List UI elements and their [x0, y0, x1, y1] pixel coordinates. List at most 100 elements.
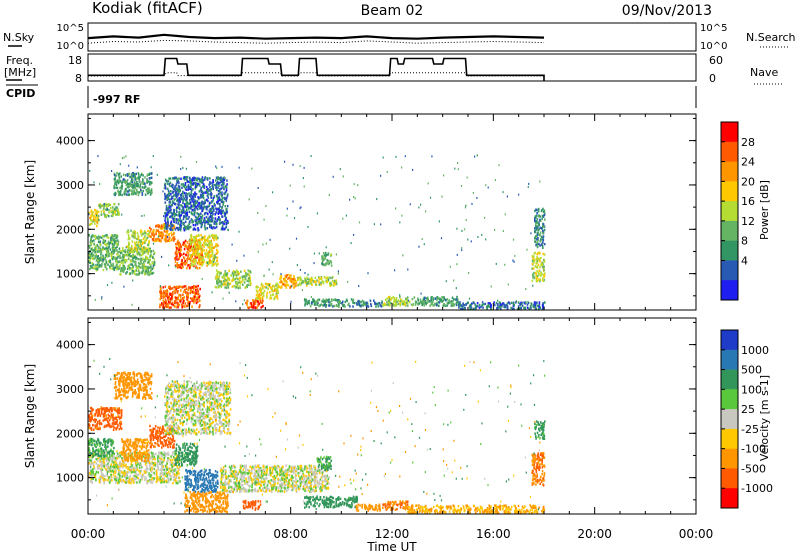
power-cell	[218, 184, 220, 187]
power-cell	[310, 279, 312, 283]
power-cell	[276, 286, 279, 289]
power-cell	[121, 267, 124, 271]
power-cell	[263, 218, 265, 221]
power-cell	[402, 302, 404, 306]
power-cell	[225, 209, 228, 213]
power-cell	[168, 211, 171, 214]
power-cell	[470, 305, 472, 308]
velocity-cell	[115, 477, 117, 481]
power-cell	[541, 266, 544, 269]
power-cell	[166, 296, 169, 299]
power-cell	[203, 245, 205, 248]
power-cell	[197, 249, 199, 252]
velocity-cell	[176, 472, 178, 476]
power-cell	[181, 259, 183, 262]
power-cell	[289, 286, 291, 289]
power-cell	[98, 219, 100, 221]
power-cell	[132, 256, 134, 260]
power-cell	[110, 236, 113, 239]
power-cell	[114, 240, 116, 244]
power-cell	[170, 223, 173, 226]
power-cell	[170, 197, 173, 200]
power-cell	[444, 304, 446, 307]
power-cell	[221, 283, 223, 286]
power-cell	[137, 273, 140, 276]
velocity-cell	[108, 410, 111, 413]
power-cell	[165, 292, 168, 295]
power-cell	[339, 300, 341, 304]
power-cell	[218, 286, 220, 289]
power-cell	[206, 190, 209, 193]
velocity-cell	[113, 426, 115, 429]
power-cell	[137, 191, 139, 194]
velocity-cell	[88, 462, 91, 465]
power-cell	[222, 203, 224, 206]
power-cell	[543, 265, 545, 268]
power-cell	[293, 276, 295, 279]
power-cell	[405, 301, 408, 305]
power-cell	[262, 287, 264, 290]
power-cell	[92, 220, 94, 223]
power-cell	[292, 200, 294, 203]
power-cell	[99, 264, 102, 267]
power-cell	[147, 273, 149, 276]
power-cell	[199, 196, 202, 199]
power-cell	[193, 301, 195, 304]
power-cell	[177, 180, 179, 183]
power-cell	[173, 201, 175, 205]
power-cell	[260, 293, 262, 296]
power-cell	[186, 193, 189, 196]
power-cell	[125, 272, 127, 275]
power-cell	[170, 220, 173, 223]
power-cell	[188, 210, 191, 213]
power-cell	[537, 210, 540, 213]
power-cell	[211, 210, 214, 213]
power-cell	[139, 229, 142, 232]
power-cell	[103, 257, 106, 260]
power-cell	[166, 213, 168, 217]
power-cell	[207, 256, 210, 259]
power-cell	[215, 211, 217, 214]
power-cell	[185, 196, 187, 199]
power-cell	[119, 273, 121, 276]
power-cell	[225, 186, 228, 189]
power-cell	[226, 194, 229, 198]
power-cell	[407, 299, 409, 302]
power-cell	[169, 215, 171, 219]
power-cell	[187, 180, 189, 183]
power-cell	[306, 284, 308, 287]
power-cell	[216, 248, 218, 252]
power-cell	[98, 248, 101, 252]
power-cell	[217, 212, 220, 215]
power-cell	[118, 174, 120, 178]
power-cell	[191, 246, 193, 249]
velocity-cell	[94, 414, 96, 417]
velocity-cell	[144, 478, 146, 481]
power-cell	[335, 304, 338, 307]
power-cell	[193, 253, 195, 256]
velocity-cell	[164, 474, 167, 478]
power-cell	[471, 202, 473, 205]
power-cell	[111, 235, 114, 238]
power-cell	[289, 276, 292, 280]
power-cell	[121, 213, 123, 216]
power-cell	[500, 307, 502, 310]
power-cell	[203, 213, 206, 216]
velocity-cell	[90, 428, 93, 431]
power-cell	[351, 299, 354, 303]
power-cell	[542, 214, 545, 217]
power-cell	[91, 222, 93, 225]
power-cell	[98, 258, 101, 261]
velocity-cell	[108, 424, 111, 427]
power-cell	[211, 215, 213, 218]
power-cell	[163, 295, 166, 299]
power-cell	[107, 236, 110, 239]
power-cell	[498, 164, 500, 167]
power-cell	[125, 193, 128, 196]
power-cell	[432, 304, 434, 307]
power-cell	[115, 181, 118, 184]
power-cell	[325, 246, 327, 249]
power-cell	[234, 271, 236, 274]
power-cell	[206, 220, 209, 224]
power-cell	[543, 272, 546, 275]
